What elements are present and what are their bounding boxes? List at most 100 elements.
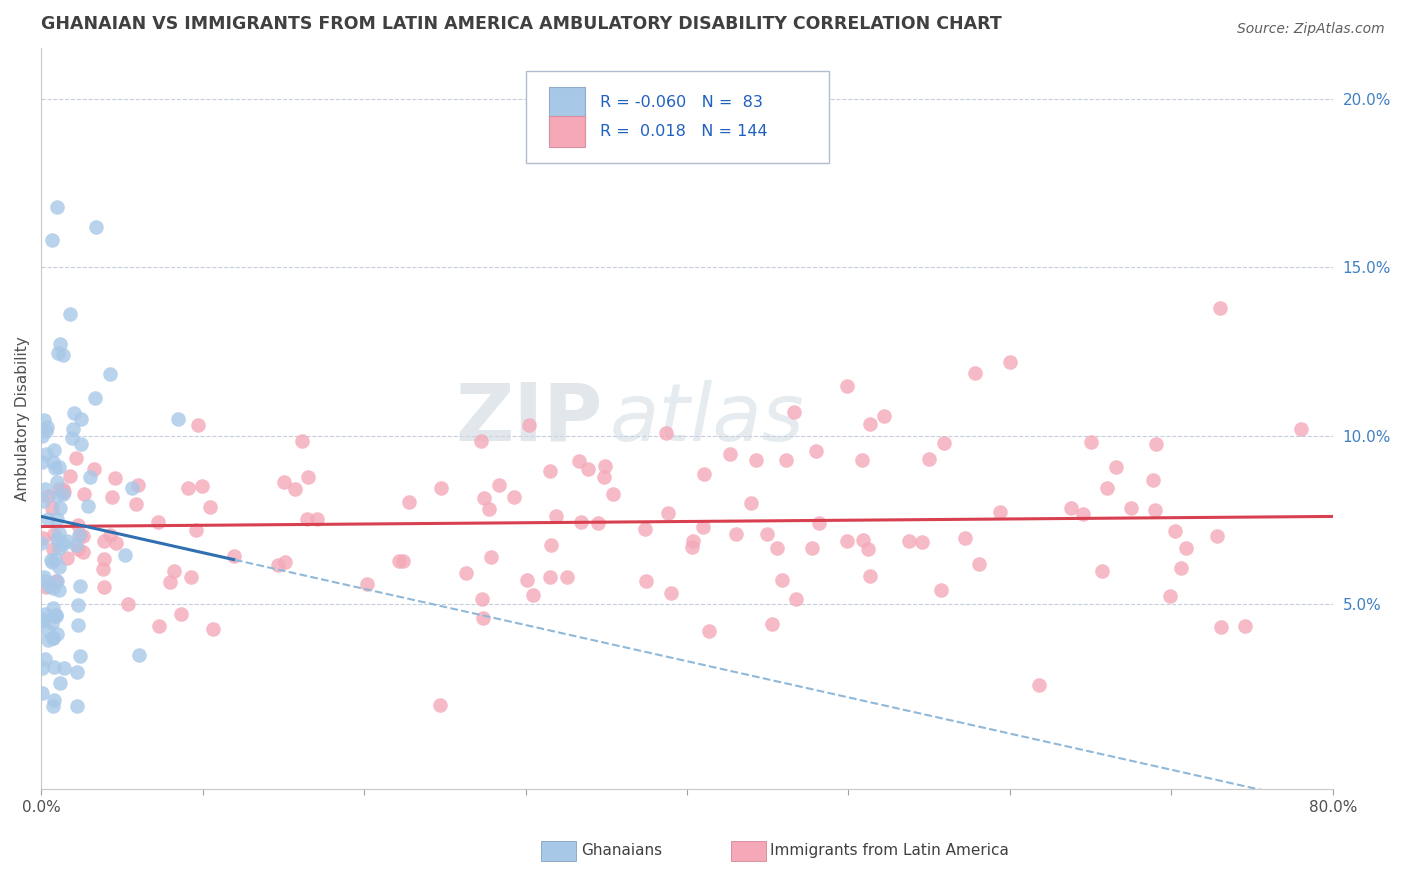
- Point: [167, 411, 190, 425]
- Point: [42, 660, 65, 674]
- Point: [837, 534, 859, 549]
- Point: [45, 608, 67, 623]
- Point: [190, 479, 212, 493]
- Text: Source: ZipAtlas.com: Source: ZipAtlas.com: [1237, 22, 1385, 37]
- Point: [35, 447, 58, 461]
- Point: [66, 665, 89, 679]
- Point: [41, 233, 63, 247]
- Point: [42, 631, 65, 645]
- Point: [657, 507, 679, 521]
- Point: [1144, 503, 1167, 517]
- Bar: [548, 87, 585, 118]
- Point: [1105, 459, 1128, 474]
- Point: [32, 413, 55, 427]
- Point: [766, 541, 789, 555]
- Point: [37, 511, 59, 525]
- Point: [44, 461, 66, 475]
- Point: [1090, 565, 1112, 579]
- Point: [1059, 501, 1081, 516]
- Point: [41, 556, 63, 570]
- Point: [911, 534, 934, 549]
- Point: [65, 450, 87, 465]
- Y-axis label: Ambulatory Disability: Ambulatory Disability: [15, 336, 30, 501]
- Bar: [548, 116, 585, 147]
- Point: [63, 406, 86, 420]
- Point: [46, 475, 69, 489]
- Point: [55, 551, 77, 566]
- Point: [593, 470, 616, 484]
- Point: [104, 535, 127, 549]
- Point: [45, 512, 67, 526]
- Point: [37, 489, 59, 503]
- Point: [568, 454, 591, 468]
- Point: [1142, 473, 1164, 487]
- Point: [177, 481, 200, 495]
- Point: [93, 580, 115, 594]
- Point: [98, 528, 121, 542]
- Point: [398, 494, 420, 508]
- Point: [46, 574, 69, 588]
- Point: [586, 516, 609, 531]
- Point: [44, 551, 66, 566]
- Point: [59, 468, 82, 483]
- Point: [429, 698, 451, 712]
- Point: [456, 566, 478, 580]
- Point: [770, 573, 793, 587]
- Point: [48, 541, 70, 556]
- Point: [472, 491, 495, 505]
- Point: [121, 481, 143, 495]
- Text: R = -0.060   N =  83: R = -0.060 N = 83: [600, 95, 763, 110]
- Point: [46, 200, 69, 214]
- Point: [897, 534, 920, 549]
- Point: [146, 515, 169, 529]
- Point: [48, 483, 70, 497]
- Point: [42, 631, 65, 645]
- Point: [538, 464, 561, 478]
- Point: [569, 515, 592, 529]
- Point: [783, 405, 806, 419]
- Point: [44, 527, 66, 541]
- Point: [31, 660, 53, 674]
- Point: [37, 624, 59, 638]
- Point: [1233, 619, 1256, 633]
- Point: [388, 553, 411, 567]
- Point: [470, 434, 492, 448]
- Point: [697, 624, 720, 639]
- Point: [48, 525, 70, 540]
- Point: [852, 533, 875, 548]
- Point: [801, 541, 824, 555]
- Point: [718, 447, 741, 461]
- Point: [48, 501, 70, 516]
- Point: [35, 425, 58, 439]
- Point: [682, 533, 704, 548]
- Point: [35, 580, 58, 594]
- Point: [804, 444, 827, 458]
- Point: [538, 570, 561, 584]
- Point: [48, 337, 70, 351]
- Point: [546, 509, 568, 524]
- Point: [180, 570, 202, 584]
- Point: [56, 534, 79, 549]
- Point: [488, 477, 510, 491]
- Point: [593, 458, 616, 473]
- Point: [1164, 524, 1187, 538]
- Point: [31, 428, 53, 442]
- Point: [69, 648, 91, 663]
- Point: [170, 607, 193, 621]
- Point: [932, 436, 955, 450]
- Point: [41, 698, 63, 713]
- Point: [159, 574, 181, 589]
- Point: [284, 483, 307, 497]
- Point: [693, 467, 716, 481]
- Point: [93, 562, 115, 576]
- Point: [755, 526, 778, 541]
- Point: [1159, 589, 1181, 603]
- Point: [93, 534, 115, 549]
- Text: R =  0.018   N = 144: R = 0.018 N = 144: [600, 124, 768, 139]
- Text: Immigrants from Latin America: Immigrants from Latin America: [770, 844, 1010, 858]
- Point: [52, 537, 75, 551]
- Point: [785, 591, 807, 606]
- Point: [998, 354, 1021, 368]
- Point: [70, 411, 93, 425]
- Point: [851, 453, 873, 467]
